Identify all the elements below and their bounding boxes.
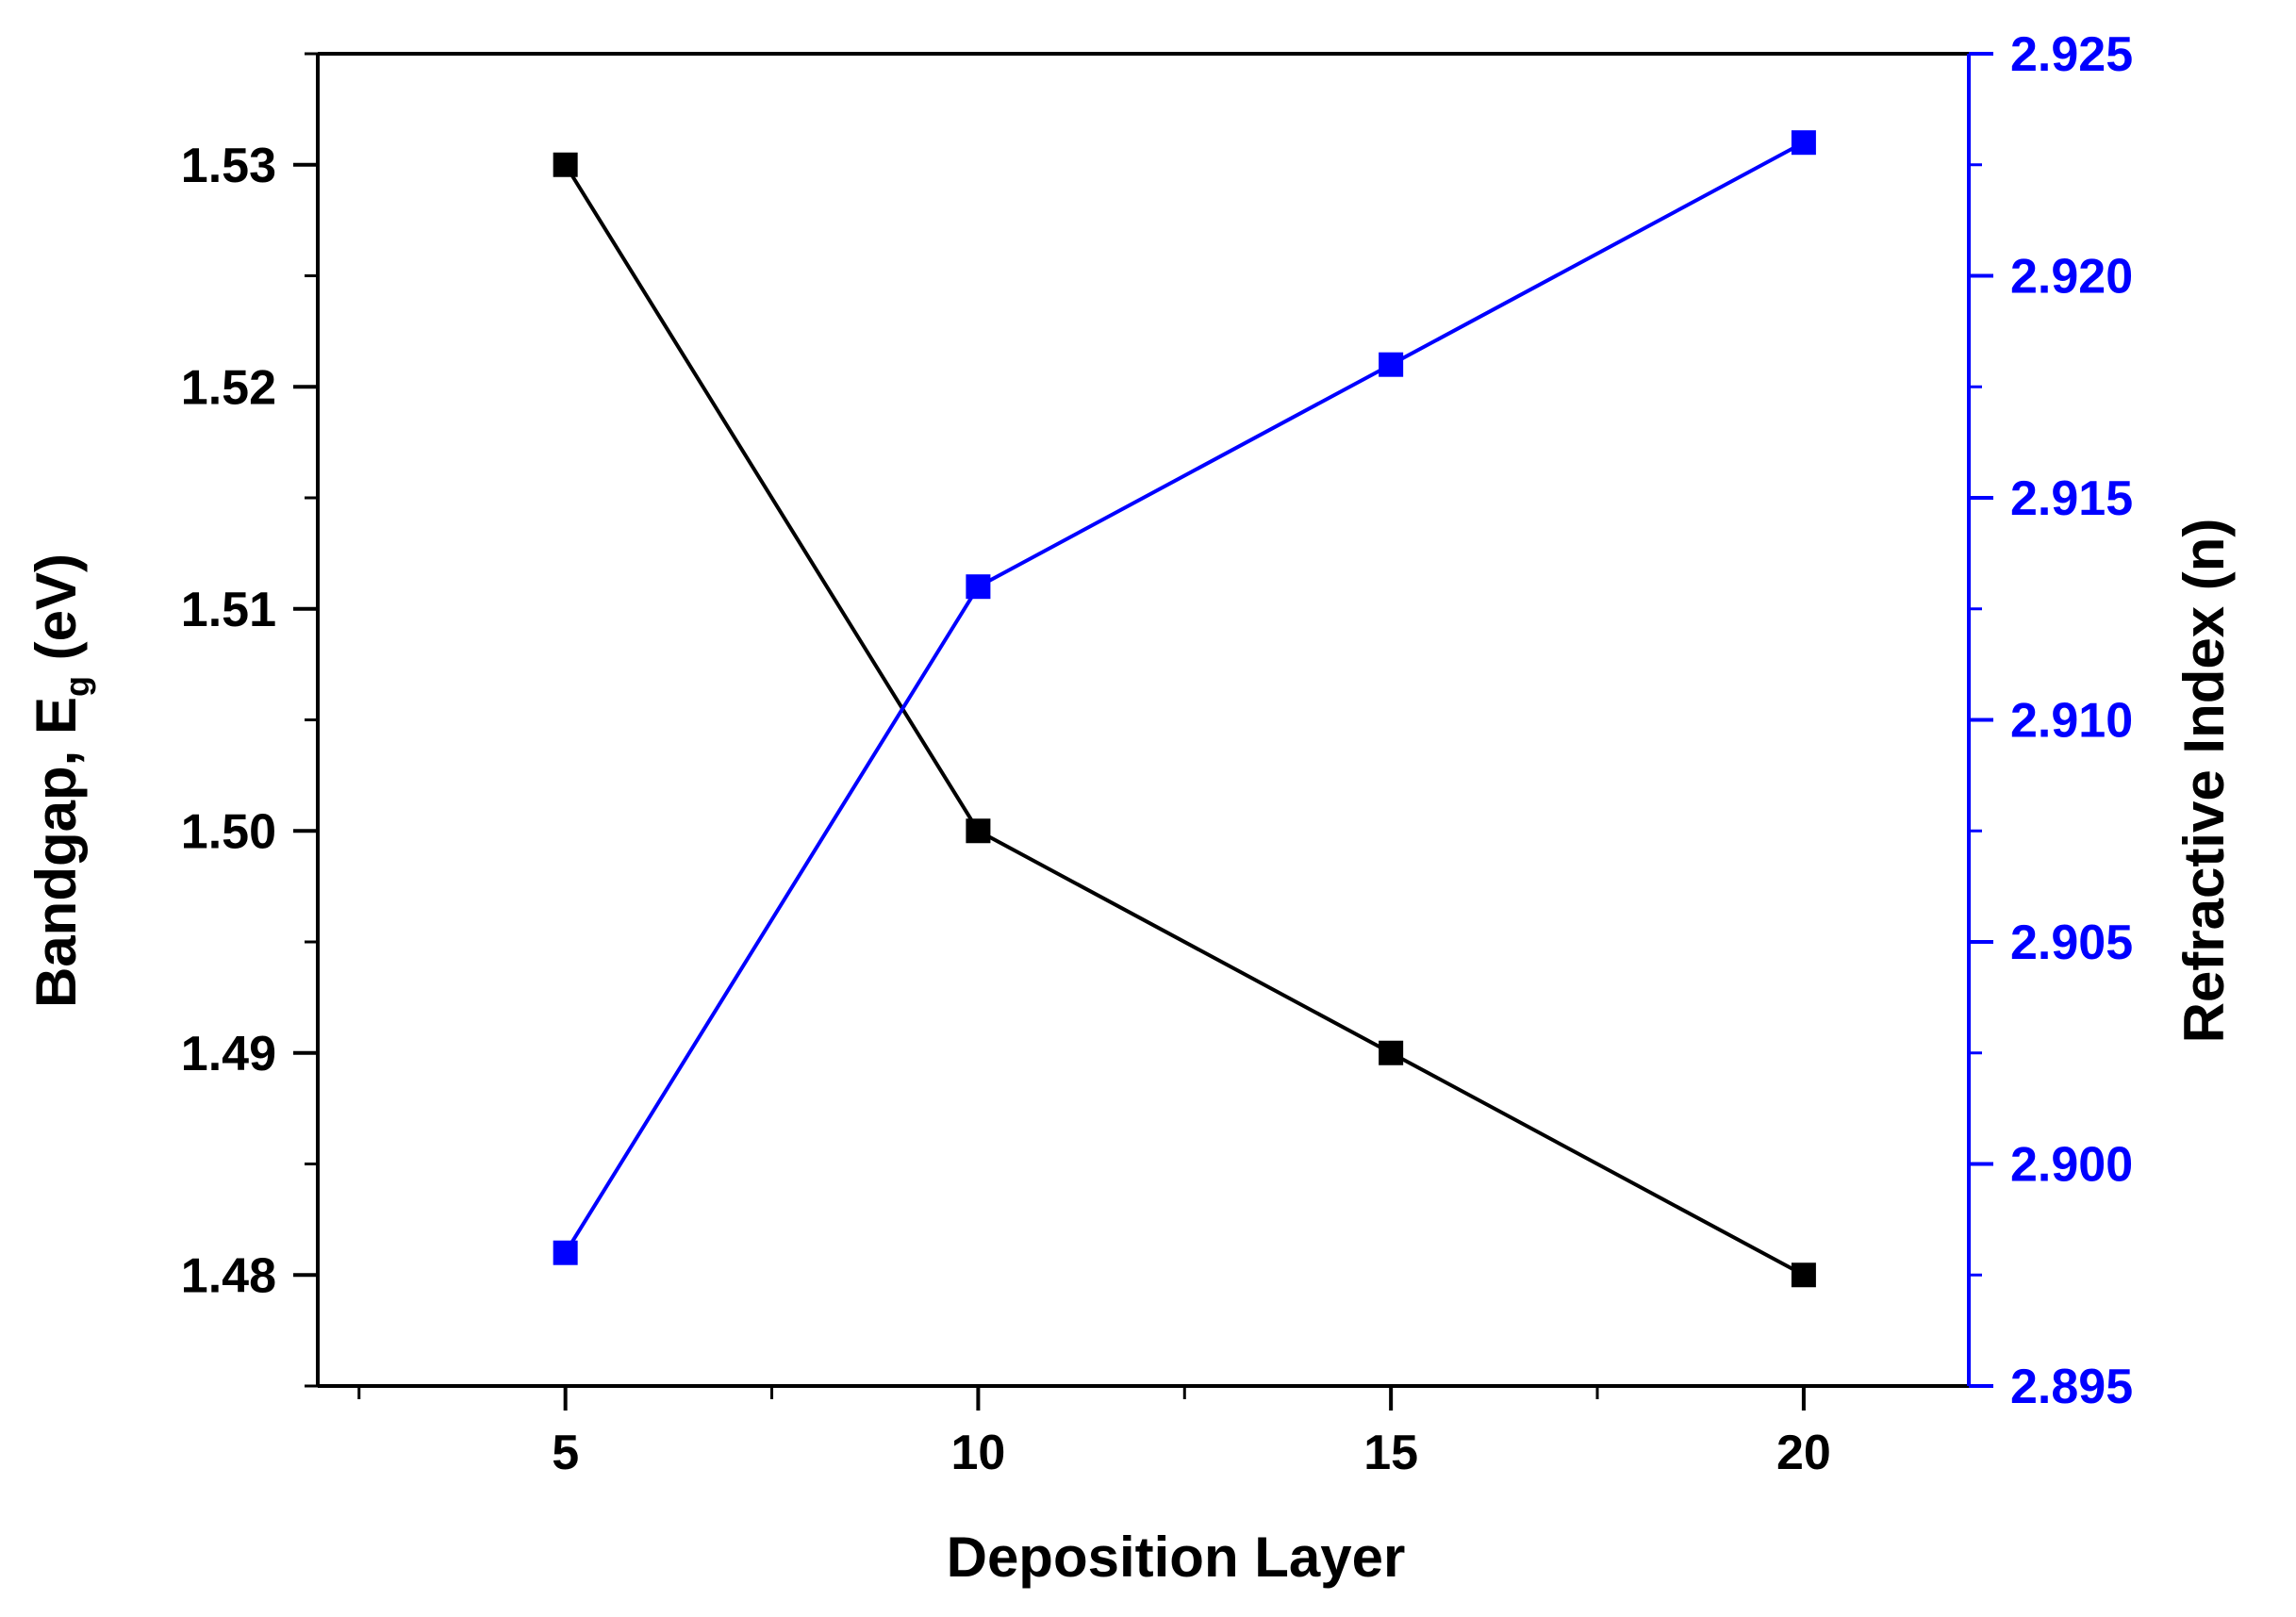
- x-tick-label: 20: [1776, 1426, 1831, 1480]
- bandgap-data-point: [1379, 1040, 1404, 1065]
- right-y-tick-label: 2.915: [2010, 471, 2133, 526]
- plot-frame: [316, 52, 1971, 1388]
- refractive-index-data-point: [1791, 130, 1816, 156]
- left-y-tick-label: 1.49: [181, 1027, 276, 1081]
- left-y-tick-label: 1.51: [181, 583, 276, 637]
- right-y-tick-label: 2.920: [2010, 250, 2133, 305]
- right-y-tick-label: 2.905: [2010, 916, 2133, 970]
- right-y-axis-title: Refractive Index (n): [2172, 519, 2236, 1044]
- x-axis-title: Deposition Layer: [947, 1526, 1406, 1589]
- left-y-axis-ticks: 1.48 1.49 1.50 1.51 1.52 1.53: [181, 52, 318, 1388]
- left-y-axis-title-unit: (eV): [25, 553, 88, 676]
- left-y-axis-title-main: Bandgap, E: [25, 697, 88, 1008]
- left-y-tick-label: 1.50: [181, 804, 276, 859]
- x-tick-label: 5: [552, 1426, 579, 1480]
- left-y-tick-label: 1.53: [181, 139, 276, 193]
- right-y-axis-ticks: 2.895 2.900 2.905 2.910 2.915 2.920 2.925: [1969, 27, 2133, 1414]
- right-y-tick-label: 2.900: [2010, 1138, 2133, 1193]
- right-y-tick-label: 2.895: [2010, 1360, 2133, 1414]
- refractive-index-data-point: [553, 1240, 578, 1265]
- refractive-index-series-line: [563, 140, 1805, 1254]
- right-y-tick-label: 2.925: [2010, 27, 2133, 82]
- left-y-tick-label: 1.52: [181, 360, 276, 415]
- left-y-axis-title: Bandgap, Eg (eV): [25, 553, 96, 1008]
- refractive-index-data-point: [966, 574, 991, 600]
- x-axis-ticks: 5 10 15 20: [357, 1386, 1831, 1480]
- bandgap-series-line: [563, 163, 1805, 1278]
- bandgap-data-point: [553, 152, 578, 177]
- right-y-tick-label: 2.910: [2010, 694, 2133, 749]
- series-layer: [553, 130, 1816, 1288]
- x-tick-label: 15: [1363, 1426, 1418, 1480]
- refractive-index-data-point: [1379, 352, 1404, 377]
- left-y-tick-label: 1.48: [181, 1248, 276, 1303]
- bandgap-data-point: [966, 818, 991, 844]
- bandgap-data-point: [1791, 1262, 1816, 1288]
- x-tick-label: 10: [950, 1426, 1005, 1480]
- left-y-axis-title-subscript: g: [58, 676, 96, 697]
